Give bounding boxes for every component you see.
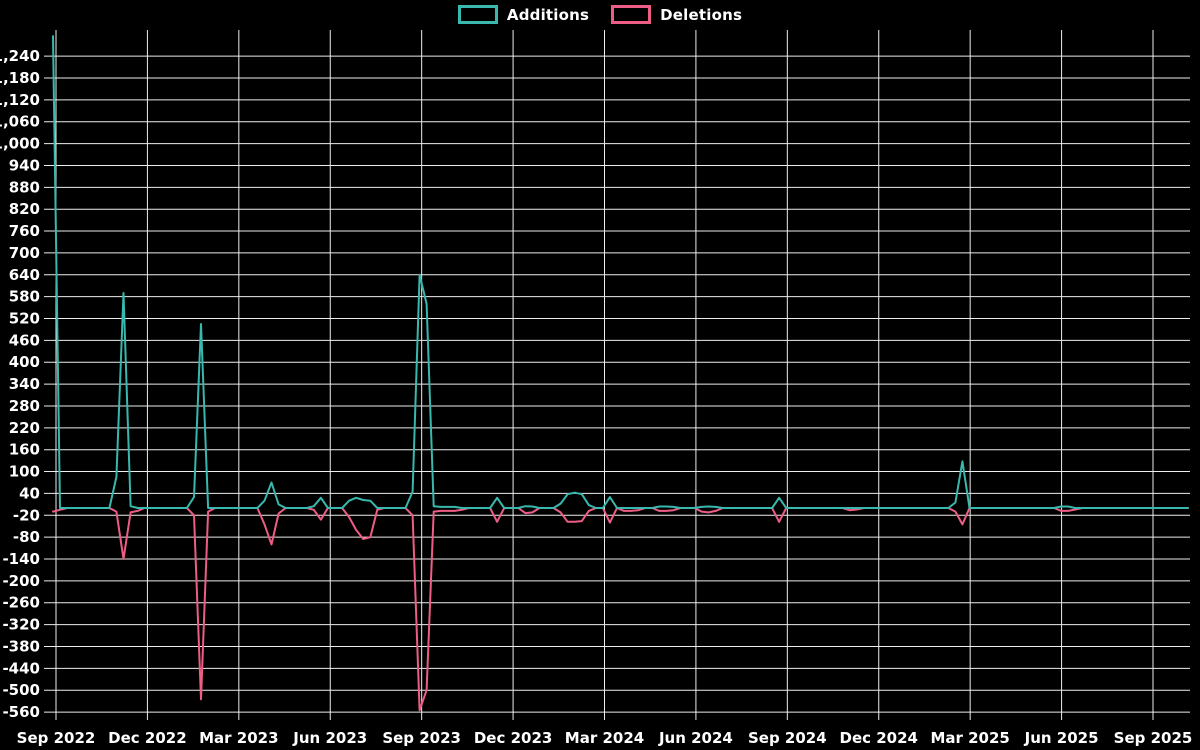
y-tick-label: -200 <box>2 572 40 590</box>
y-tick-label: -80 <box>13 528 40 546</box>
x-tick-label: Jun 2024 <box>658 729 733 747</box>
y-tick-label: 400 <box>9 353 40 371</box>
y-tick-label: 820 <box>9 200 40 218</box>
x-tick-label: Jun 2023 <box>292 729 367 747</box>
y-tick-label: -320 <box>2 616 40 634</box>
legend-item-additions[interactable]: Additions <box>457 5 590 24</box>
deletions-swatch-icon <box>611 5 652 24</box>
legend-label-additions: Additions <box>506 5 590 24</box>
legend-item-deletions[interactable]: Deletions <box>611 5 742 24</box>
x-tick-label: Sep 2025 <box>1114 729 1193 747</box>
x-tick-label: Mar 2023 <box>199 729 278 747</box>
deletions-line <box>52 507 1189 712</box>
y-tick-label: 520 <box>9 310 40 328</box>
additions-swatch-icon <box>457 5 498 24</box>
y-tick-label: -440 <box>2 659 40 677</box>
y-tick-label: 1,120 <box>0 91 40 109</box>
y-tick-label: -500 <box>2 681 40 699</box>
y-tick-label: 940 <box>9 156 40 174</box>
gridlines <box>44 30 1190 720</box>
y-tick-label: -140 <box>2 550 40 568</box>
y-tick-label: 280 <box>9 397 40 415</box>
chart-legend: Additions Deletions <box>0 5 1200 24</box>
legend-label-deletions: Deletions <box>660 5 743 24</box>
y-tick-label: 760 <box>9 222 40 240</box>
y-tick-label: 460 <box>9 331 40 349</box>
x-tick-label: Jun 2025 <box>1024 729 1099 747</box>
x-tick-label: Dec 2024 <box>840 729 919 747</box>
y-tick-label: 1,060 <box>0 113 40 131</box>
axis-tick-labels: 1,240 1,180 1,120 1,060 1,000 940 880 820 760 700… <box>0 47 1192 747</box>
y-tick-label: 340 <box>9 375 40 393</box>
y-tick-label: 580 <box>9 288 40 306</box>
y-tick-label: 880 <box>9 178 40 196</box>
x-tick-label: Mar 2025 <box>930 729 1009 747</box>
y-tick-label: 700 <box>9 244 40 262</box>
x-tick-label: Sep 2024 <box>748 729 827 747</box>
y-tick-label: -20 <box>13 506 40 524</box>
additions-line <box>52 35 1189 509</box>
y-tick-label: 100 <box>9 463 40 481</box>
x-tick-label: Sep 2022 <box>17 729 96 747</box>
y-tick-label: 640 <box>9 266 40 284</box>
y-tick-label: -260 <box>2 594 40 612</box>
x-tick-label: Dec 2023 <box>474 729 553 747</box>
x-tick-label: Dec 2022 <box>108 729 187 747</box>
y-tick-label: 1,240 <box>0 47 40 65</box>
x-tick-label: Mar 2024 <box>565 729 644 747</box>
y-tick-label: -560 <box>2 703 40 721</box>
y-tick-label: 220 <box>9 419 40 437</box>
y-tick-label: 40 <box>19 484 40 502</box>
x-tick-label: Sep 2023 <box>382 729 461 747</box>
y-tick-label: -380 <box>2 637 40 655</box>
y-tick-label: 160 <box>9 441 40 459</box>
y-tick-label: 1,180 <box>0 69 40 87</box>
y-tick-label: 1,000 <box>0 135 40 153</box>
